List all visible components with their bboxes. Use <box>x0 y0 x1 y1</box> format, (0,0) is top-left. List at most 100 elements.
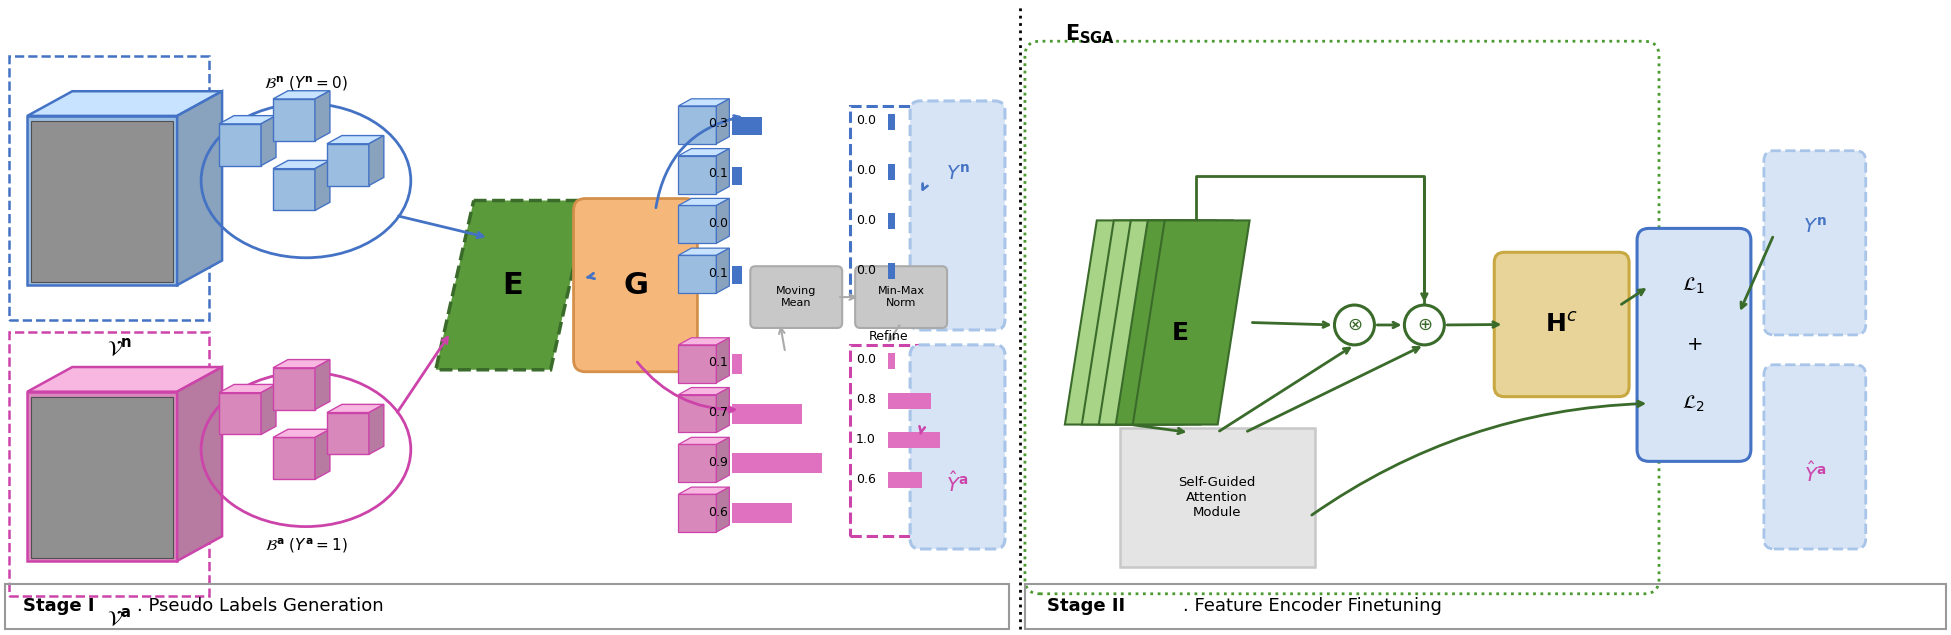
FancyBboxPatch shape <box>888 114 896 130</box>
Polygon shape <box>314 359 330 410</box>
Polygon shape <box>716 338 730 383</box>
Polygon shape <box>27 392 178 561</box>
Polygon shape <box>1065 220 1182 425</box>
Polygon shape <box>178 367 222 561</box>
Polygon shape <box>716 387 730 432</box>
Polygon shape <box>27 116 178 285</box>
FancyBboxPatch shape <box>909 101 1005 330</box>
Polygon shape <box>716 248 730 293</box>
Text: $\mathcal{B}^\mathbf{n}\ (Y^\mathbf{n}=0)$: $\mathcal{B}^\mathbf{n}\ (Y^\mathbf{n}=0… <box>263 75 347 93</box>
Polygon shape <box>27 91 222 116</box>
Text: $\mathbf{G}$: $\mathbf{G}$ <box>622 271 648 300</box>
Text: 0.1: 0.1 <box>708 356 728 370</box>
Polygon shape <box>219 384 275 392</box>
Polygon shape <box>314 91 330 141</box>
Polygon shape <box>679 206 716 243</box>
Text: Min-Max
Norm: Min-Max Norm <box>878 286 925 308</box>
Text: $\mathbf{H}^c$: $\mathbf{H}^c$ <box>1545 312 1578 337</box>
Polygon shape <box>679 494 716 532</box>
FancyBboxPatch shape <box>732 266 741 284</box>
Polygon shape <box>679 255 716 293</box>
Text: $Y^\mathbf{n}$: $Y^\mathbf{n}$ <box>1803 217 1826 236</box>
Polygon shape <box>679 345 716 383</box>
Polygon shape <box>369 135 384 185</box>
Text: 0.0: 0.0 <box>856 353 876 366</box>
Text: 0.0: 0.0 <box>708 217 728 230</box>
Polygon shape <box>1116 220 1233 425</box>
Text: $\hat{Y}^\mathbf{a}$: $\hat{Y}^\mathbf{a}$ <box>946 471 968 496</box>
Polygon shape <box>273 359 330 368</box>
FancyBboxPatch shape <box>732 453 821 473</box>
Text: 0.0: 0.0 <box>856 164 876 177</box>
Polygon shape <box>679 438 730 444</box>
Text: $\mathcal{V}^\mathbf{a}$: $\mathcal{V}^\mathbf{a}$ <box>107 606 131 629</box>
Text: Refine: Refine <box>868 330 909 344</box>
FancyBboxPatch shape <box>1494 252 1629 397</box>
FancyBboxPatch shape <box>1637 229 1750 462</box>
Circle shape <box>1334 305 1374 345</box>
Polygon shape <box>369 404 384 455</box>
Text: 0.1: 0.1 <box>708 167 728 180</box>
Polygon shape <box>679 149 730 156</box>
Polygon shape <box>1098 220 1215 425</box>
Polygon shape <box>679 395 716 432</box>
Polygon shape <box>261 384 275 434</box>
Polygon shape <box>679 338 730 345</box>
Text: Moving
Mean: Moving Mean <box>776 286 816 308</box>
Polygon shape <box>716 149 730 194</box>
Polygon shape <box>716 198 730 243</box>
FancyBboxPatch shape <box>888 264 896 279</box>
Polygon shape <box>328 413 369 455</box>
FancyBboxPatch shape <box>751 266 843 328</box>
Text: 0.6: 0.6 <box>708 505 728 519</box>
Polygon shape <box>328 144 369 185</box>
FancyBboxPatch shape <box>732 404 802 424</box>
FancyBboxPatch shape <box>732 503 792 523</box>
Text: $\mathcal{V}^\mathbf{n}$: $\mathcal{V}^\mathbf{n}$ <box>107 337 131 359</box>
Text: 0.0: 0.0 <box>856 114 876 128</box>
Polygon shape <box>1083 220 1198 425</box>
FancyBboxPatch shape <box>888 164 896 180</box>
Polygon shape <box>679 487 730 494</box>
Text: Stage II: Stage II <box>1048 598 1126 615</box>
Polygon shape <box>261 116 275 166</box>
Text: $\mathcal{B}^\mathbf{a}\ (Y^\mathbf{a}=1)$: $\mathcal{B}^\mathbf{a}\ (Y^\mathbf{a}=1… <box>265 537 347 555</box>
Text: 0.0: 0.0 <box>856 214 876 227</box>
FancyBboxPatch shape <box>31 121 174 282</box>
Text: $\mathbf{E}$: $\mathbf{E}$ <box>501 271 523 300</box>
Text: $\mathcal{L}_1$: $\mathcal{L}_1$ <box>1682 276 1705 297</box>
Polygon shape <box>679 387 730 395</box>
Polygon shape <box>178 91 222 285</box>
Polygon shape <box>273 429 330 438</box>
Text: 1.0: 1.0 <box>856 433 876 446</box>
FancyBboxPatch shape <box>855 266 946 328</box>
Polygon shape <box>328 135 384 144</box>
Text: 0.6: 0.6 <box>856 473 876 486</box>
Polygon shape <box>273 169 314 210</box>
FancyBboxPatch shape <box>888 432 940 448</box>
Polygon shape <box>679 248 730 255</box>
Text: $\hat{Y}^\mathbf{a}$: $\hat{Y}^\mathbf{a}$ <box>1803 461 1826 486</box>
Text: $\mathcal{L}_2$: $\mathcal{L}_2$ <box>1682 393 1705 413</box>
Polygon shape <box>314 429 330 479</box>
Text: 0.7: 0.7 <box>708 406 728 419</box>
Polygon shape <box>716 487 730 532</box>
FancyBboxPatch shape <box>1764 150 1865 335</box>
Text: . Pseudo Labels Generation: . Pseudo Labels Generation <box>137 598 384 615</box>
Text: $\mathbf{E}_{\mathbf{SGA}}$: $\mathbf{E}_{\mathbf{SGA}}$ <box>1065 23 1116 46</box>
FancyBboxPatch shape <box>574 199 697 371</box>
Polygon shape <box>273 438 314 479</box>
Text: $Y^\mathbf{n}$: $Y^\mathbf{n}$ <box>946 164 970 184</box>
FancyBboxPatch shape <box>888 392 931 408</box>
Polygon shape <box>679 156 716 194</box>
Text: Self-Guided
Attention
Module: Self-Guided Attention Module <box>1178 476 1256 519</box>
Polygon shape <box>273 99 314 141</box>
Polygon shape <box>273 368 314 410</box>
Polygon shape <box>679 106 716 144</box>
Polygon shape <box>716 438 730 482</box>
Polygon shape <box>273 91 330 99</box>
FancyBboxPatch shape <box>732 354 741 374</box>
FancyBboxPatch shape <box>31 397 174 558</box>
Polygon shape <box>27 367 222 392</box>
Text: $\otimes$: $\otimes$ <box>1346 316 1362 334</box>
